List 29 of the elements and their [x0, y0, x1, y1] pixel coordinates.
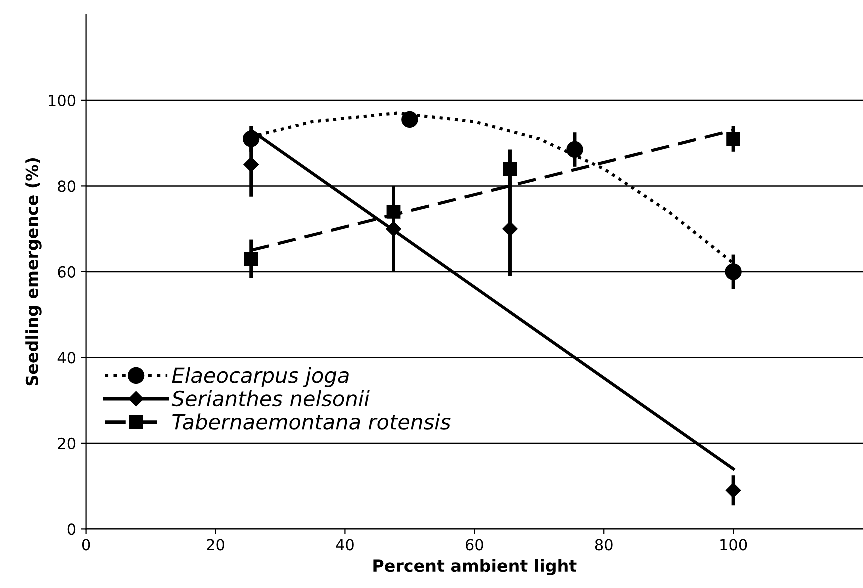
- y-tick-label: 100: [49, 94, 76, 106]
- x-tick-label: 40: [336, 539, 354, 551]
- point: [243, 130, 260, 148]
- x-tick-label: 80: [595, 539, 613, 551]
- point: [726, 483, 742, 498]
- x-tick-label: 20: [207, 539, 224, 551]
- point: [386, 222, 402, 237]
- y-tick-label: 20: [58, 438, 76, 450]
- point: [402, 111, 418, 128]
- legend-label: Elaeocarpus joga: [172, 367, 349, 388]
- y-tick-label: 60: [58, 266, 76, 278]
- y-tick-label: 80: [58, 180, 76, 192]
- point: [566, 141, 584, 158]
- x-axis-title: Percent ambient light: [374, 559, 577, 576]
- point: [244, 157, 259, 172]
- point: [244, 252, 258, 266]
- y-axis-title: Seedling emergence (%): [26, 158, 42, 386]
- point: [725, 264, 742, 280]
- point: [503, 162, 518, 176]
- point: [502, 222, 518, 237]
- point: [386, 204, 401, 219]
- y-tick-label: 40: [58, 352, 76, 364]
- x-tick-label: 60: [466, 539, 484, 551]
- x-tick-label: 0: [82, 539, 90, 551]
- y-tick-label: 0: [68, 524, 76, 536]
- legend-label: Serianthes nelsonii: [172, 390, 370, 407]
- x-tick-label: 100: [720, 539, 748, 551]
- legend-label: Tabernaemontana rotensis: [172, 414, 451, 430]
- point: [726, 132, 740, 146]
